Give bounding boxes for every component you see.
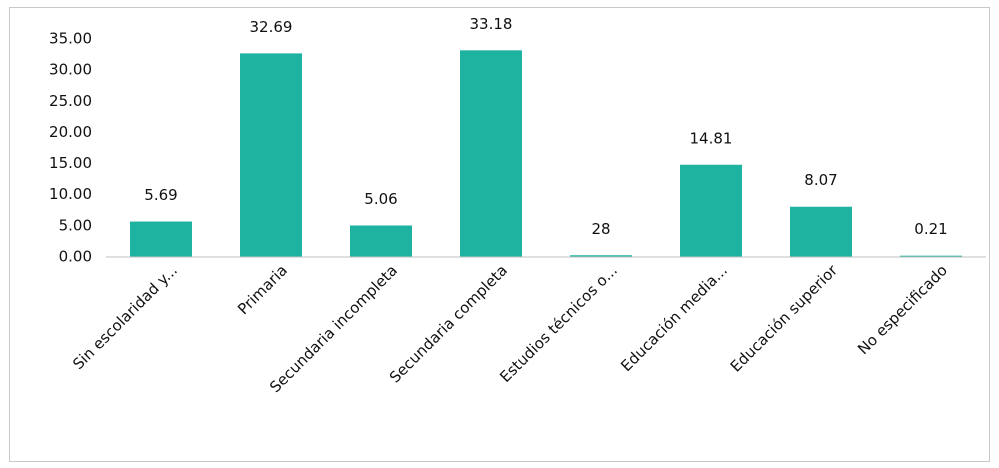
x-tick-label: Estudios técnicos o... [496, 261, 621, 386]
data-label: 32.69 [250, 18, 293, 36]
y-tick-label: 15.00 [49, 154, 92, 172]
bar [790, 206, 852, 257]
data-label: 0.21 [914, 220, 947, 238]
bar [130, 221, 192, 257]
y-tick-label: 25.00 [49, 92, 92, 110]
bar [240, 53, 302, 257]
y-tick-label: 0.00 [59, 248, 92, 266]
y-tick-label: 30.00 [49, 61, 92, 79]
bar [350, 225, 412, 257]
y-tick-label: 5.00 [59, 216, 92, 234]
y-tick-label: 20.00 [49, 123, 92, 141]
data-label: 28 [591, 220, 610, 238]
x-tick-label: Secundaria incompleta [266, 261, 401, 396]
bar [680, 164, 742, 257]
x-tick-label: Sin escolaridad y... [69, 261, 181, 373]
x-tick-label: Primaria [234, 261, 291, 318]
bar [900, 255, 962, 257]
data-label: 8.07 [804, 171, 837, 189]
bar [570, 255, 632, 257]
y-tick-label: 10.00 [49, 185, 92, 203]
x-tick-label: Secundaria completa [386, 261, 511, 386]
x-tick-label: No especificado [854, 261, 951, 358]
chart-frame [9, 7, 990, 462]
bar [460, 50, 522, 257]
data-label: 14.81 [690, 129, 733, 147]
x-tick-label: Educación media... [617, 261, 731, 375]
x-tick-label: Educación superior [727, 261, 842, 376]
data-label: 5.69 [144, 186, 177, 204]
data-label: 5.06 [364, 190, 397, 208]
y-tick-label: 35.00 [49, 30, 92, 48]
data-label: 33.18 [470, 15, 513, 33]
